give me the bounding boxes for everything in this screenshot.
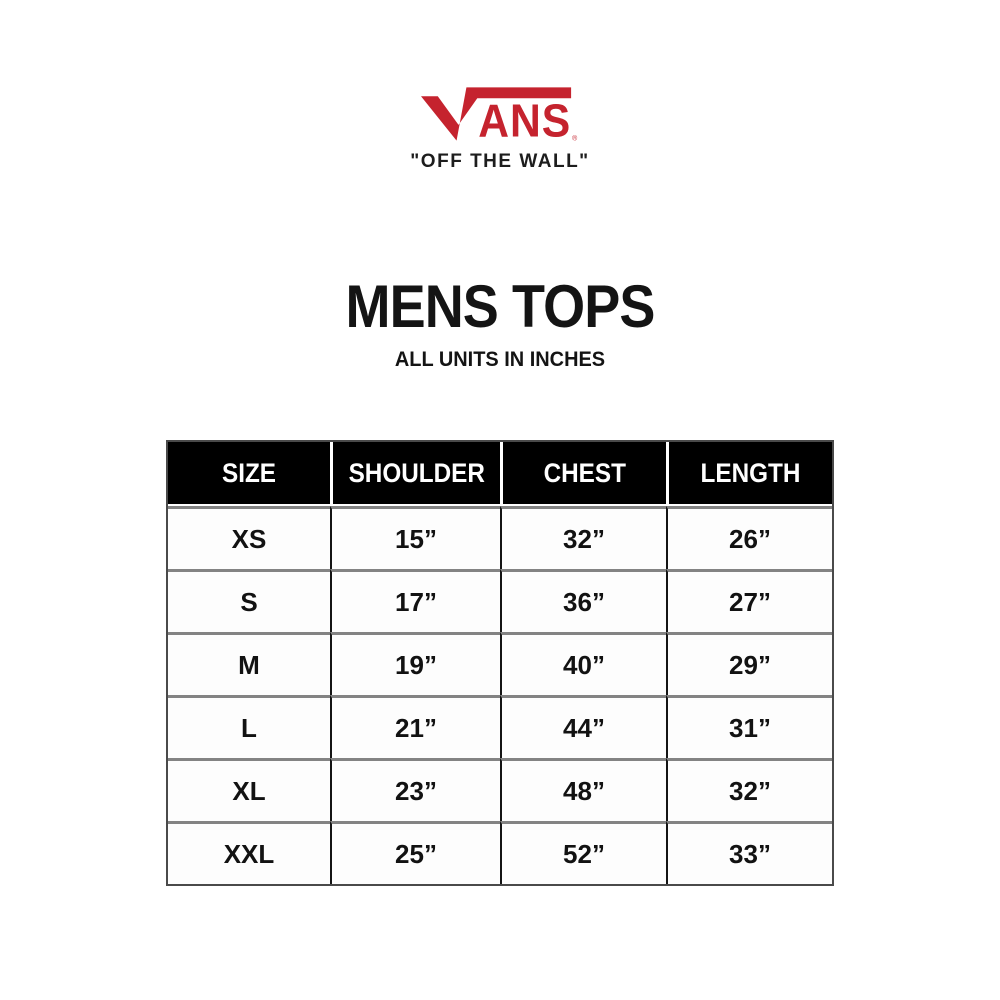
cell-length: 32”: [666, 758, 832, 821]
table-row-m: M 19” 40” 29”: [168, 632, 832, 695]
header-chest-label: CHEST: [543, 457, 626, 488]
cell-size: XXL: [168, 821, 330, 884]
cell-chest: 40”: [500, 632, 666, 695]
header-length-label: LENGTH: [700, 457, 801, 488]
size-table-container: SIZE SHOULDER CHEST LENGTH XS 15” 32” 26…: [0, 440, 1000, 886]
header-shoulder-label: SHOULDER: [348, 457, 485, 488]
vans-logo: ANS ®: [421, 87, 577, 142]
header-row: SIZE SHOULDER CHEST LENGTH: [168, 442, 832, 506]
cell-size: S: [168, 569, 330, 632]
header-shoulder: SHOULDER: [330, 442, 500, 506]
header-size: SIZE: [168, 442, 330, 506]
cell-length: 33”: [666, 821, 832, 884]
cell-chest: 52”: [500, 821, 666, 884]
size-table: SIZE SHOULDER CHEST LENGTH XS 15” 32” 26…: [166, 440, 834, 886]
page-title: MENS TOPS: [345, 273, 656, 340]
cell-shoulder: 25”: [330, 821, 500, 884]
cell-chest: 44”: [500, 695, 666, 758]
registered-trademark-mark: ®: [572, 135, 577, 142]
header-size-label: SIZE: [221, 457, 276, 488]
cell-shoulder: 17”: [330, 569, 500, 632]
brand-block: ANS ® "OFF THE WALL": [0, 0, 1000, 173]
cell-shoulder: 23”: [330, 758, 500, 821]
table-row-s: S 17” 36” 27”: [168, 569, 832, 632]
table-row-xl: XL 23” 48” 32”: [168, 758, 832, 821]
cell-shoulder: 19”: [330, 632, 500, 695]
cell-shoulder: 21”: [330, 695, 500, 758]
size-table-body: XS 15” 32” 26” S 17” 36” 27” M 19” 40” 2…: [168, 506, 832, 884]
vans-v-and-bar-shape: [421, 87, 572, 141]
cell-length: 29”: [666, 632, 832, 695]
vans-logo-letters: ANS: [478, 95, 571, 142]
header-length: LENGTH: [666, 442, 832, 506]
cell-length: 31”: [666, 695, 832, 758]
table-row-l: L 21” 44” 31”: [168, 695, 832, 758]
cell-size: XL: [168, 758, 330, 821]
cell-shoulder: 15”: [330, 506, 500, 569]
cell-size: L: [168, 695, 330, 758]
cell-size: M: [168, 632, 330, 695]
cell-length: 27”: [666, 569, 832, 632]
cell-chest: 36”: [500, 569, 666, 632]
table-row-xxl: XXL 25” 52” 33”: [168, 821, 832, 884]
cell-size: XS: [168, 506, 330, 569]
size-table-header: SIZE SHOULDER CHEST LENGTH: [168, 442, 832, 506]
cell-chest: 32”: [500, 506, 666, 569]
cell-chest: 48”: [500, 758, 666, 821]
table-row-xs: XS 15” 32” 26”: [168, 506, 832, 569]
page-subtitle: ALL UNITS IN INCHES: [394, 348, 606, 371]
header-chest: CHEST: [500, 442, 666, 506]
cell-length: 26”: [666, 506, 832, 569]
brand-tagline: "OFF THE WALL": [410, 151, 590, 172]
